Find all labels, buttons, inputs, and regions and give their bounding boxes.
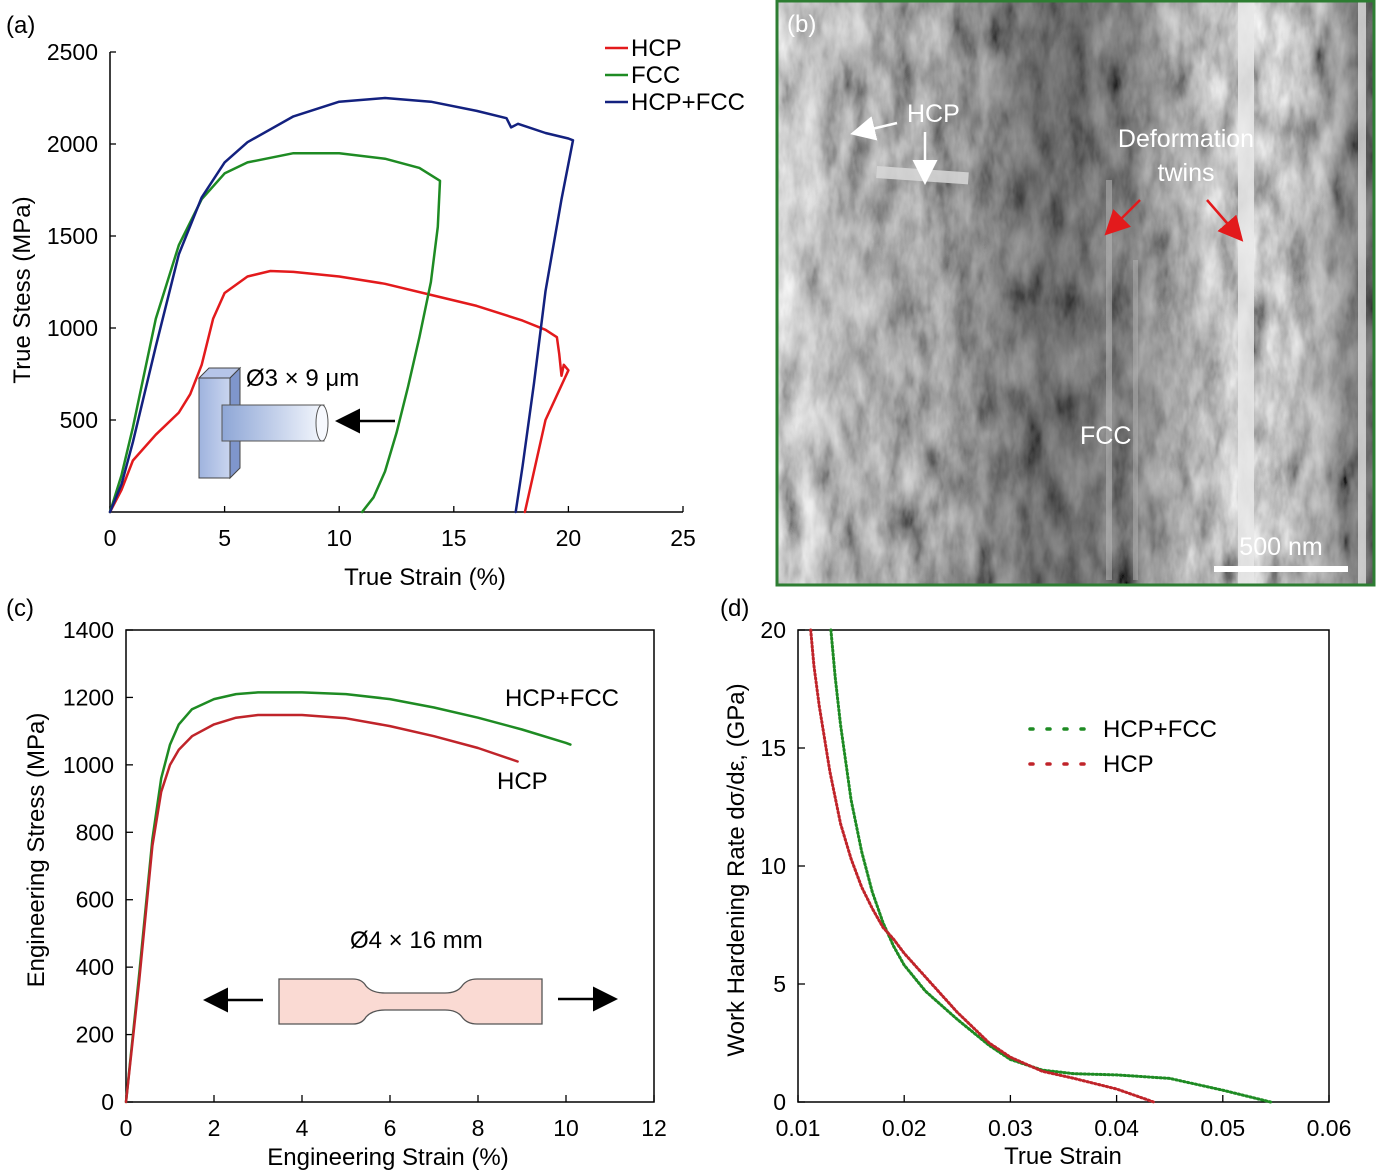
panel-b-tem-micrograph: (b) HCP Deformation twins FCC 500 nm (775, 0, 1376, 587)
legend-hcp-fcc-label: HCP+FCC (631, 89, 745, 116)
c-y-tick-label-1400: 1400 (63, 617, 114, 643)
d-x-tick-label-0-02: 0.02 (882, 1115, 927, 1141)
twins-annotation-line1: Deformation (1118, 125, 1254, 153)
tem-image-shading (777, 1, 1374, 585)
panel-c-x-ticks: 0 2 4 6 8 10 12 (120, 1095, 667, 1141)
a-x-tick-label-10: 10 (326, 525, 352, 551)
panel-b-label: (b) (787, 11, 816, 38)
c-x-tick-label-0: 0 (120, 1115, 133, 1141)
panel-d-y-label: Work Hardening Rate dσ/dε, (GPa) (723, 683, 750, 1056)
a-y-tick-label-500: 500 (60, 407, 98, 433)
c-y-tick-label-800: 800 (76, 819, 114, 845)
a-series-fcc (108, 151, 442, 514)
panel-a-x-ticks: 0 5 10 15 20 25 (104, 506, 696, 551)
panel-a-series (108, 96, 575, 514)
a-x-tick-label-20: 20 (556, 525, 582, 551)
d-y-tick-label-10: 10 (760, 853, 786, 879)
panel-d-x-label: True Strain (1004, 1143, 1122, 1170)
legend-fcc-label: FCC (631, 62, 680, 89)
a-x-tick-label-15: 15 (441, 525, 467, 551)
c-x-tick-label-12: 12 (641, 1115, 667, 1141)
d-y-tick-label-20: 20 (760, 617, 786, 643)
panel-d-y-ticks: 0 5 10 15 20 (760, 617, 805, 1115)
c-y-tick-label-0: 0 (101, 1089, 114, 1115)
legend-hcp-label: HCP (631, 35, 682, 62)
c-x-tick-label-10: 10 (553, 1115, 579, 1141)
panel-a-stress-strain-micropillar: (a) 0 5 10 15 20 25 500 1000 1500 2000 2500 True … (6, 12, 745, 591)
micropillar-dimension-label: Ø3 × 9 μm (246, 365, 359, 392)
hcp-arrow-1 (850, 116, 898, 141)
panel-a-label: (a) (6, 12, 35, 39)
c-y-tick-label-1000: 1000 (63, 752, 114, 778)
fcc-annotation: FCC (1080, 422, 1131, 450)
scale-bar (1214, 566, 1348, 572)
twins-annotation-line2: twins (1158, 159, 1215, 187)
twin-band-thin (1106, 180, 1112, 580)
a-x-tick-label-5: 5 (218, 525, 231, 551)
legend-hcp-label-d: HCP (1103, 751, 1154, 778)
d-y-tick-label-0: 0 (773, 1089, 786, 1115)
d-x-tick-label-0-04: 0.04 (1094, 1115, 1139, 1141)
panel-a-legend: HCP FCC HCP+FCC (605, 35, 745, 116)
c-x-tick-label-6: 6 (384, 1115, 397, 1141)
d-y-tick-label-15: 15 (760, 735, 786, 761)
scale-bar-label: 500 nm (1239, 533, 1322, 561)
a-series-hcp (108, 269, 570, 514)
panel-a-x-label: True Strain (%) (344, 564, 506, 591)
d-series-hcp-fcc (829, 628, 1273, 1104)
panel-d-plot-frame (797, 629, 1330, 1103)
panel-c-y-label: Engineering Stress (MPa) (23, 713, 50, 988)
twin-band-thin-2 (1133, 260, 1138, 580)
d-x-tick-label-0-05: 0.05 (1200, 1115, 1245, 1141)
tem-image-frame (775, 0, 1376, 587)
c-x-tick-label-2: 2 (208, 1115, 221, 1141)
a-x-tick-label-0: 0 (104, 525, 117, 551)
twin-band-bright (1238, 1, 1254, 585)
panel-c-engineering-stress-strain: (c) 0 2 4 6 8 10 12 0200400600800100012001400 … (6, 595, 667, 1171)
hcp-annotation: HCP (907, 100, 960, 128)
twin-arrow-1 (1104, 199, 1141, 236)
c-y-tick-label-600: 600 (76, 887, 114, 913)
d-y-tick-label-5: 5 (773, 971, 786, 997)
c-y-tick-label-400: 400 (76, 954, 114, 980)
twin-arrow-2 (1206, 199, 1244, 242)
specimen-dimension-label: Ø4 × 16 mm (350, 927, 483, 954)
panel-d-series (809, 628, 1273, 1104)
panel-a-y-label: True Stess (MPa) (9, 196, 36, 383)
panel-d-work-hardening: (d) 0.01 0.02 0.03 0.04 0.05 0.06 0 5 10 15 20 Tr… (720, 595, 1351, 1170)
panel-c-label: (c) (6, 595, 34, 622)
d-x-tick-label-0-03: 0.03 (988, 1115, 1033, 1141)
d-x-tick-label-0-01: 0.01 (776, 1115, 821, 1141)
panel-a-y-ticks: 500 1000 1500 2000 2500 (47, 39, 116, 433)
d-series-hcp (809, 628, 1156, 1104)
panel-d-label: (d) (720, 595, 749, 622)
panel-c-label-hcp: HCP (497, 768, 548, 795)
c-x-tick-label-8: 8 (472, 1115, 485, 1141)
a-y-tick-label-2500: 2500 (47, 39, 98, 65)
a-y-tick-label-2000: 2000 (47, 131, 98, 157)
panel-c-series (124, 691, 572, 1104)
panel-c-label-hcp-fcc: HCP+FCC (505, 685, 619, 712)
c-series-hcp-fcc (124, 691, 572, 1104)
c-x-tick-label-4: 4 (296, 1115, 309, 1141)
panel-c-y-ticks: 0 200 400 600 800 1000 1200 1400 (63, 617, 133, 1115)
panel-d-legend: HCP+FCC HCP (1028, 716, 1217, 778)
twin-band-edge (1358, 1, 1366, 585)
panel-c-x-label: Engineering Strain (%) (267, 1144, 508, 1171)
legend-hcp-fcc-label-d: HCP+FCC (1103, 716, 1217, 743)
a-x-tick-label-25: 25 (670, 525, 696, 551)
panel-d-x-ticks: 0.01 0.02 0.03 0.04 0.05 0.06 (776, 1095, 1352, 1141)
c-y-tick-label-200: 200 (76, 1022, 114, 1048)
c-y-tick-label-1200: 1200 (63, 684, 114, 710)
c-series-hcp (124, 713, 519, 1104)
a-y-tick-label-1000: 1000 (47, 315, 98, 341)
a-y-tick-label-1500: 1500 (47, 223, 98, 249)
tensile-specimen-inset-diagram: Ø4 × 16 mm (203, 927, 618, 1025)
a-series-hcp-fcc (108, 96, 575, 514)
d-x-tick-label-0-06: 0.06 (1307, 1115, 1352, 1141)
micropillar-inset-diagram: Ø3 × 9 μm (197, 365, 395, 480)
